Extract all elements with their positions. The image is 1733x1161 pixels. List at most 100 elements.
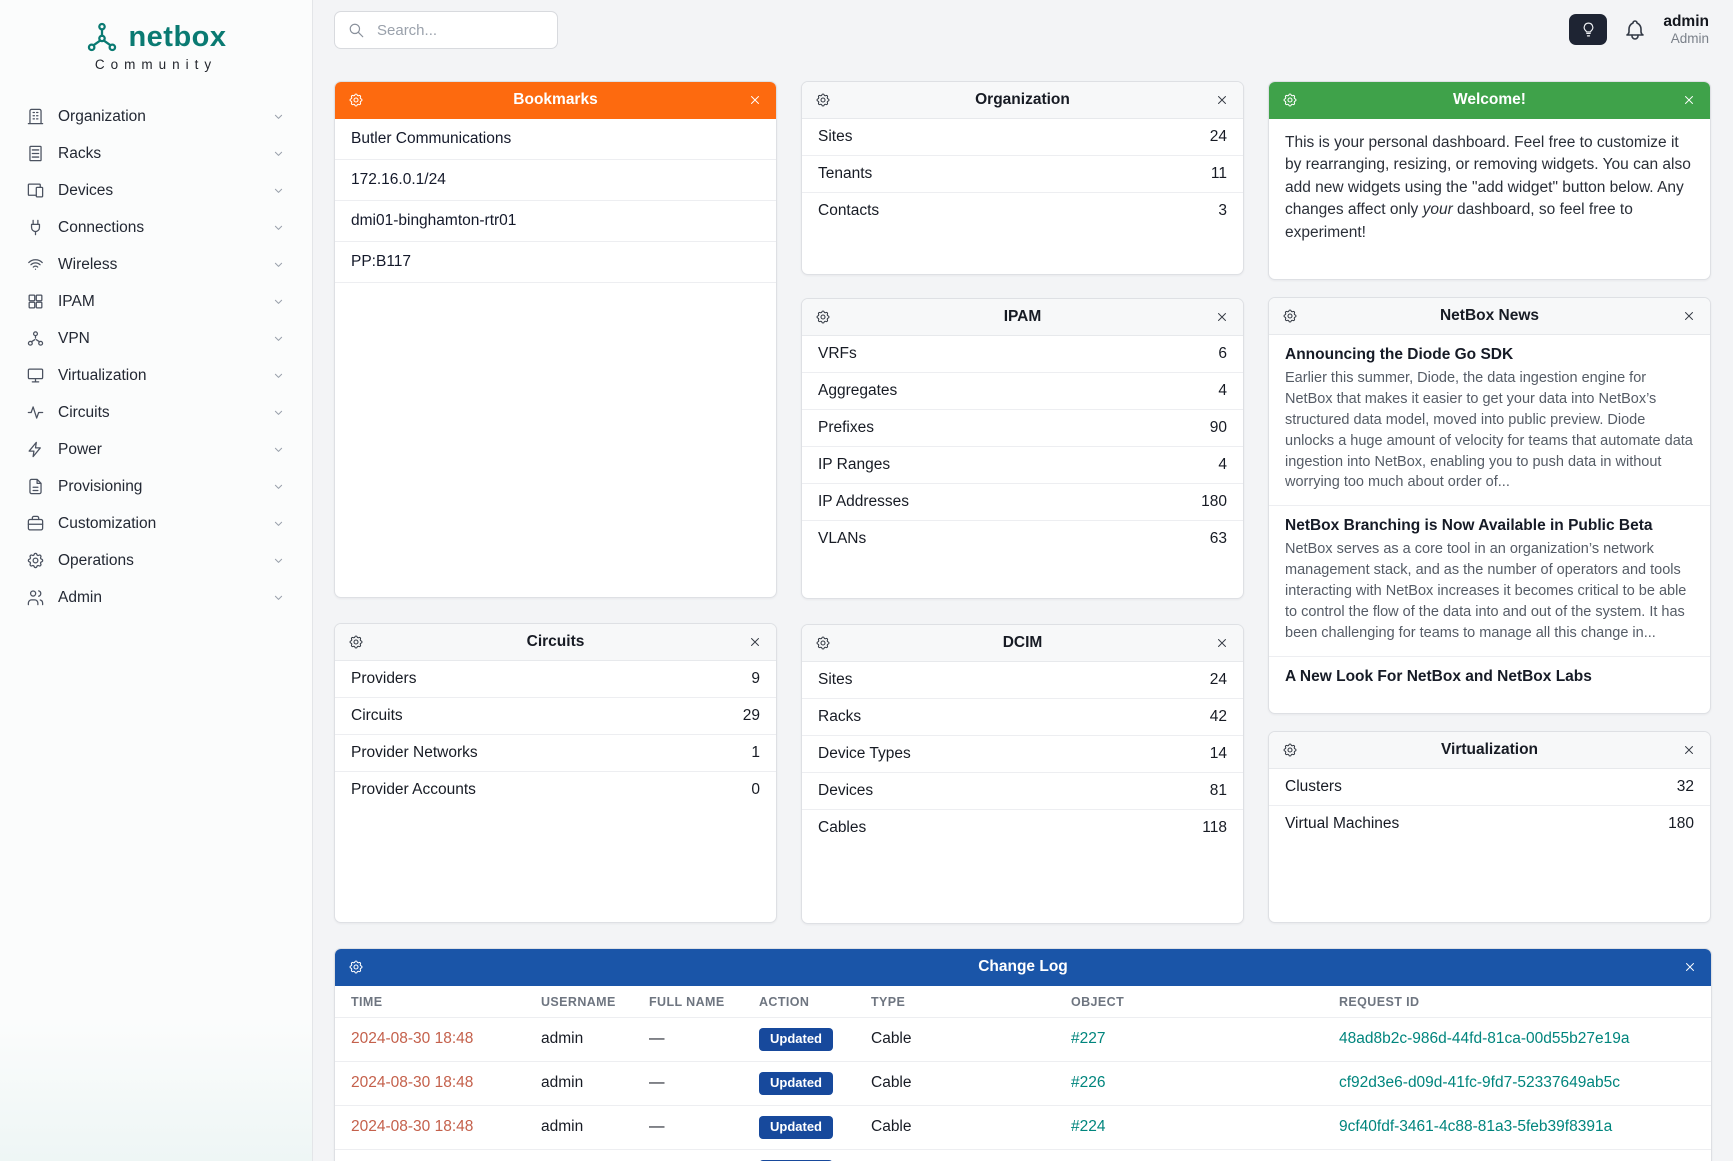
stat-label-link[interactable]: Sites: [818, 671, 853, 688]
changelog-column-header: ACTION: [759, 995, 810, 1009]
notifications-button[interactable]: [1623, 18, 1647, 42]
news-headline-link[interactable]: Announcing the Diode Go SDK: [1285, 346, 1514, 363]
news-headline-link[interactable]: NetBox Branching is Now Available in Pub…: [1285, 517, 1653, 535]
widget-dcim-header: DCIM: [802, 625, 1243, 662]
widget-settings-button[interactable]: [346, 957, 366, 977]
widget-settings-button[interactable]: [346, 90, 366, 110]
widget-settings-button[interactable]: [1280, 306, 1300, 326]
chevron-down-icon: [274, 114, 283, 119]
stat-label-link[interactable]: Contacts: [818, 202, 880, 219]
widget-settings-button[interactable]: [813, 633, 833, 653]
stat-label-link[interactable]: IP Addresses: [818, 493, 910, 510]
widget-close-button[interactable]: [1212, 90, 1232, 110]
network-nodes-icon: [27, 331, 44, 346]
sidebar-item-organization[interactable]: Organization: [12, 98, 300, 135]
widget-settings-button[interactable]: [1280, 90, 1300, 110]
changelog-time-link[interactable]: 2024-08-30 18:48: [351, 1030, 474, 1048]
sidebar-item-devices[interactable]: Devices: [12, 172, 300, 209]
stat-label-link[interactable]: VRFs: [818, 345, 857, 362]
widget-close-button[interactable]: [745, 90, 765, 110]
stat-label-link[interactable]: Clusters: [1285, 778, 1342, 795]
sidebar-item-vpn[interactable]: VPN: [12, 320, 300, 357]
sidebar-item-customization[interactable]: Customization: [12, 505, 300, 542]
brand-logo[interactable]: netbox Community: [0, 0, 312, 80]
devices-icon: [27, 183, 44, 198]
sidebar-item-admin[interactable]: Admin: [12, 579, 300, 616]
bookmark-item[interactable]: 172.16.0.1/24: [335, 160, 776, 201]
stat-label-link[interactable]: Tenants: [818, 165, 873, 182]
sidebar-item-virtualization[interactable]: Virtualization: [12, 357, 300, 394]
theme-toggle-button[interactable]: [1569, 14, 1608, 46]
lightbulb-icon-wrap: [1580, 21, 1597, 38]
stat-row: Provider Networks 1: [335, 734, 776, 771]
stat-row: VRFs 6: [802, 336, 1243, 372]
user-menu[interactable]: admin Admin: [1663, 13, 1709, 47]
stat-label-link[interactable]: Providers: [351, 670, 417, 687]
widget-settings-button[interactable]: [1280, 740, 1300, 760]
widget-settings-button[interactable]: [813, 90, 833, 110]
sidebar-item-operations[interactable]: Operations: [12, 542, 300, 579]
stat-label-link[interactable]: Circuits: [351, 707, 403, 724]
stat-label-link[interactable]: Sites: [818, 128, 853, 145]
stat-label-link[interactable]: IP Ranges: [818, 456, 891, 473]
changelog-fullname: —: [633, 1017, 743, 1062]
widget-settings-button[interactable]: [813, 307, 833, 327]
widget-close-button[interactable]: [1679, 90, 1699, 110]
sidebar-item-circuits[interactable]: Circuits: [12, 394, 300, 431]
stat-label-link[interactable]: Device Types: [818, 745, 911, 762]
widget-close-button[interactable]: [1679, 740, 1699, 760]
search-input[interactable]: [375, 20, 545, 40]
widget-close-button[interactable]: [1212, 307, 1232, 327]
changelog-object-link[interactable]: #226: [1071, 1074, 1106, 1092]
chevron-down-icon: [274, 410, 283, 415]
stat-value: 14: [1209, 745, 1227, 762]
chevron-down-icon: [274, 521, 283, 526]
stat-label-link[interactable]: Prefixes: [818, 419, 874, 436]
sidebar-item-power[interactable]: Power: [12, 431, 300, 468]
bookmark-item[interactable]: PP:B117: [335, 242, 776, 283]
changelog-time-link[interactable]: 2024-08-30 18:48: [351, 1074, 474, 1092]
changelog-request-link[interactable]: 9cf40fdf-3461-4c88-81a3-5feb39f8391a: [1339, 1118, 1613, 1136]
dcim-stats: Sites 24 Racks 42 Device Types 14 Device…: [802, 662, 1243, 846]
stat-label-link[interactable]: Racks: [818, 708, 862, 725]
stat-label-link[interactable]: Provider Accounts: [351, 781, 476, 798]
changelog-type: Cable: [855, 1104, 1055, 1150]
sidebar-item-racks[interactable]: Racks: [12, 135, 300, 172]
changelog-object-link[interactable]: #227: [1071, 1030, 1106, 1048]
bookmark-item[interactable]: Butler Communications: [335, 119, 776, 160]
gear-icon: [1283, 309, 1297, 323]
widget-organization-header: Organization: [802, 82, 1243, 119]
widget-close-button[interactable]: [1212, 633, 1232, 653]
widget-settings-button[interactable]: [346, 632, 366, 652]
news-headline-link[interactable]: A New Look For NetBox and NetBox Labs: [1285, 667, 1592, 685]
changelog-time-link[interactable]: 2024-08-30 18:48: [351, 1118, 474, 1136]
changelog-column-header: TIME: [351, 995, 383, 1009]
sidebar-item-wireless[interactable]: Wireless: [12, 246, 300, 283]
widget-title: IPAM: [1003, 308, 1042, 325]
bookmark-item[interactable]: dmi01-binghamton-rtr01: [335, 201, 776, 242]
chevron-down-icon: [274, 558, 283, 563]
changelog-object-link[interactable]: #224: [1071, 1118, 1106, 1136]
widget-close-button[interactable]: [1680, 957, 1700, 977]
stat-label-link[interactable]: Devices: [818, 782, 874, 799]
gear-icon: [349, 635, 363, 649]
changelog-request-link[interactable]: 48ad8b2c-986d-44fd-81ca-00d55b27e19a: [1339, 1030, 1630, 1048]
widget-change-log: Change Log TIME USERNAME FULL NAME ACTION TY…: [334, 948, 1712, 1161]
search-icon: [349, 23, 364, 38]
waveform-icon: [27, 406, 44, 419]
sidebar-item-connections[interactable]: Connections: [12, 209, 300, 246]
widget-close-button[interactable]: [1679, 306, 1699, 326]
stat-label-link[interactable]: Aggregates: [818, 382, 898, 399]
changelog-username: admin: [525, 1060, 633, 1106]
widget-close-button[interactable]: [745, 632, 765, 652]
stat-label-link[interactable]: VLANs: [818, 530, 867, 547]
changelog-fullname: —: [633, 1060, 743, 1106]
stat-label-link[interactable]: Cables: [818, 819, 867, 836]
stat-value: 180: [1668, 815, 1694, 832]
sidebar-item-ipam[interactable]: IPAM: [12, 283, 300, 320]
sidebar-item-provisioning[interactable]: Provisioning: [12, 468, 300, 505]
changelog-request-link[interactable]: cf92d3e6-d09d-41fc-9fd7-52337649ab5c: [1339, 1074, 1620, 1092]
stat-label-link[interactable]: Virtual Machines: [1285, 815, 1400, 832]
dashboard-column-3: Welcome! This is your personal dashboard…: [1268, 81, 1711, 924]
stat-label-link[interactable]: Provider Networks: [351, 744, 478, 761]
